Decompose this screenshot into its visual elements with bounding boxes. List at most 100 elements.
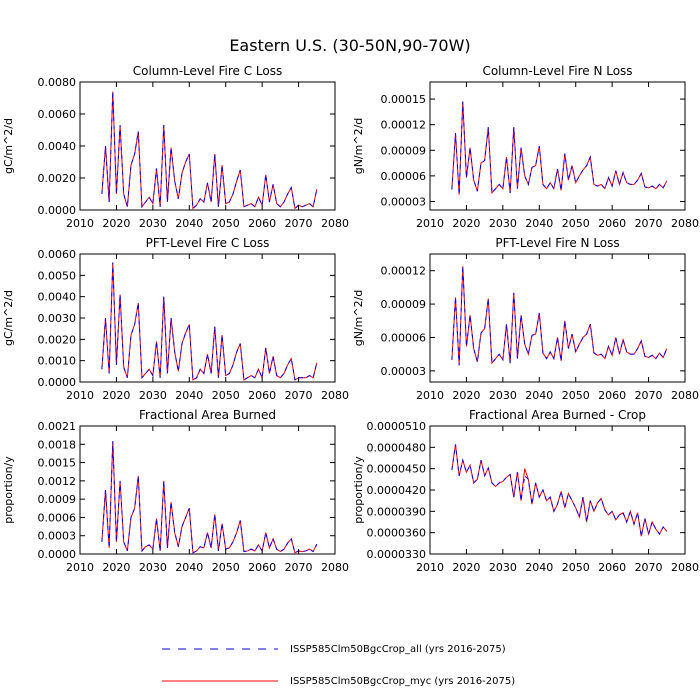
x-tick-label: 2010 (416, 561, 444, 574)
y-tick-label: 0.0000450 (367, 463, 427, 476)
y-tick-label: 0.0021 (38, 420, 77, 433)
x-tick-label: 2030 (489, 217, 517, 230)
x-tick-label: 2040 (525, 389, 553, 402)
y-tick-label: 0.0006 (38, 511, 77, 524)
x-tick-label: 2020 (102, 561, 130, 574)
y-tick-label: 0.0000420 (367, 484, 427, 497)
x-tick-label: 2050 (562, 217, 590, 230)
y-axis-label: proportion/y (352, 456, 365, 524)
y-tick-label: 0.00012 (381, 119, 427, 132)
chart-panel-4: PFT-Level Fire N Loss 2010 2020 2030 2040 205… (352, 236, 699, 402)
figure-title: Eastern U.S. (30-50N,90-70W) (229, 36, 470, 55)
y-tick-label: 0.0000 (38, 376, 77, 389)
y-axis-label: proportion/y (2, 456, 15, 524)
x-tick-label: 2050 (562, 389, 590, 402)
x-tick-label: 2080 (671, 217, 699, 230)
x-tick-label: 2080 (321, 217, 349, 230)
y-tick-label: 0.0003 (38, 530, 77, 543)
y-tick-label: 0.0010 (38, 355, 77, 368)
panel-title: Fractional Area Burned (139, 408, 276, 422)
x-tick-label: 2080 (321, 389, 349, 402)
y-tick-label: 0.0020 (38, 172, 77, 185)
x-tick-label: 2080 (671, 561, 699, 574)
y-tick-label: 0.00003 (381, 365, 427, 378)
y-tick-label: 0.0012 (38, 475, 77, 488)
y-tick-label: 0.00006 (381, 170, 427, 183)
x-tick-label: 2010 (416, 217, 444, 230)
x-tick-label: 2070 (635, 217, 663, 230)
y-tick-label: 0.0050 (38, 269, 77, 282)
plot-frame (429, 253, 686, 383)
legend-label-myc: ISSP585Clm50BgcCrop_myc (yrs 2016-2075) (290, 676, 515, 687)
y-tick-label: 0.0018 (38, 438, 77, 451)
y-tick-label: 0.0000 (38, 548, 77, 561)
panel-title: Column-Level Fire N Loss (482, 64, 632, 78)
y-tick-label: 0.0015 (38, 457, 77, 470)
y-axis-label: gN/m^2/d (352, 118, 365, 175)
x-tick-label: 2070 (285, 561, 313, 574)
y-tick-label: 0.00009 (381, 144, 427, 157)
y-tick-label: 0.0020 (38, 333, 77, 346)
x-tick-label: 2010 (66, 561, 94, 574)
x-tick-label: 2030 (139, 389, 167, 402)
y-tick-label: 0.0040 (38, 291, 77, 304)
x-tick-label: 2010 (66, 389, 94, 402)
x-tick-label: 2060 (598, 217, 626, 230)
x-tick-label: 2040 (525, 217, 553, 230)
x-tick-label: 2040 (175, 217, 203, 230)
x-tick-label: 2030 (489, 561, 517, 574)
x-tick-label: 2020 (102, 389, 130, 402)
panel-title: Fractional Area Burned - Crop (469, 408, 646, 422)
y-tick-label: 0.0000 (38, 204, 77, 217)
plot-frame (429, 81, 686, 211)
series-line-all (451, 101, 668, 195)
x-tick-label: 2050 (212, 217, 240, 230)
x-tick-label: 2040 (525, 561, 553, 574)
y-tick-label: 0.00003 (381, 195, 427, 208)
x-tick-label: 2080 (321, 561, 349, 574)
x-tick-label: 2080 (671, 389, 699, 402)
y-tick-label: 0.00009 (381, 298, 427, 311)
x-tick-label: 2030 (139, 217, 167, 230)
x-tick-label: 2070 (635, 389, 663, 402)
legend-label-all: ISSP585Clm50BgcCrop_all (yrs 2016-2075) (290, 644, 506, 655)
x-tick-label: 2020 (452, 217, 480, 230)
legend: ISSP585Clm50BgcCrop_all (yrs 2016-2075) … (162, 644, 515, 687)
x-tick-label: 2020 (452, 389, 480, 402)
x-tick-label: 2050 (212, 389, 240, 402)
y-tick-label: 0.00015 (381, 93, 427, 106)
chart-panel-5: Fractional Area Burned 2010 2020 2030 2040 20… (2, 408, 349, 574)
x-tick-label: 2050 (562, 561, 590, 574)
x-tick-label: 2030 (139, 561, 167, 574)
chart-panel-2: Column-Level Fire N Loss 2010 2020 2030 2040… (352, 64, 699, 230)
y-tick-label: 0.0000390 (367, 505, 427, 518)
y-tick-label: 0.0000510 (367, 420, 427, 433)
x-tick-label: 2070 (285, 389, 313, 402)
x-tick-label: 2070 (635, 561, 663, 574)
chart-panel-6: Fractional Area Burned - Crop 2010 2020 203… (352, 408, 699, 574)
series-line-all (451, 444, 668, 537)
series-line-all (451, 266, 668, 366)
y-tick-label: 0.0060 (38, 108, 77, 121)
plot-frame (79, 425, 336, 555)
x-tick-label: 2050 (212, 561, 240, 574)
y-axis-label: gC/m^2/d (2, 118, 15, 174)
y-tick-label: 0.00006 (381, 331, 427, 344)
panel-title: Column-Level Fire C Loss (133, 64, 283, 78)
y-tick-label: 0.0009 (38, 493, 77, 506)
x-tick-label: 2020 (102, 217, 130, 230)
series-line-myc (101, 441, 318, 554)
chart-panel-1: Column-Level Fire C Loss 2010 2020 2030 2040… (2, 64, 349, 230)
y-axis-label: gC/m^2/d (2, 290, 15, 346)
x-tick-label: 2020 (452, 561, 480, 574)
x-tick-label: 2010 (66, 217, 94, 230)
y-tick-label: 0.0040 (38, 140, 77, 153)
x-tick-label: 2040 (175, 389, 203, 402)
y-tick-label: 0.0000330 (367, 548, 427, 561)
y-tick-label: 0.0080 (38, 76, 77, 89)
x-tick-label: 2060 (598, 561, 626, 574)
x-tick-label: 2010 (416, 389, 444, 402)
x-tick-label: 2060 (248, 389, 276, 402)
